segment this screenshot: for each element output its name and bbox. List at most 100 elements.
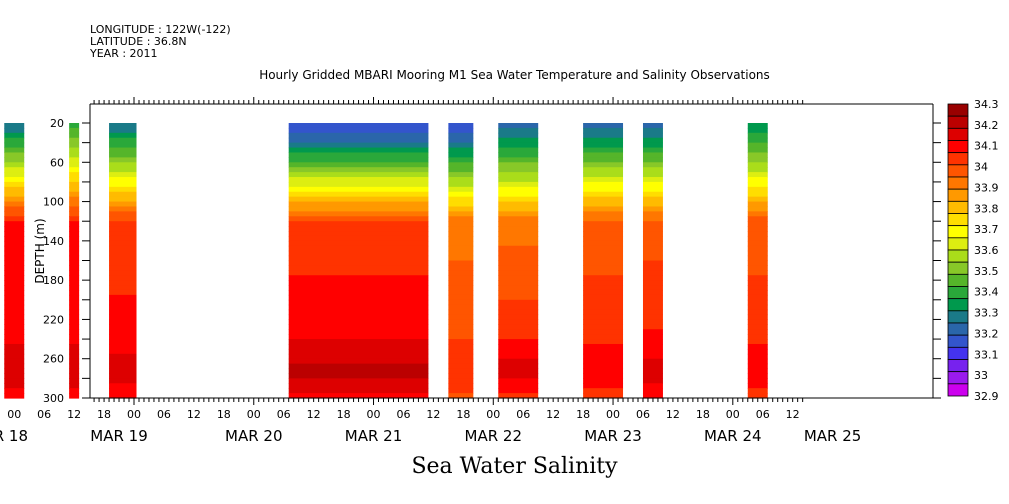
salinity-cell: [583, 226, 624, 232]
colorbar-label: 33.8: [974, 202, 999, 215]
salinity-cell: [642, 260, 663, 267]
colorbar-swatch: [947, 152, 969, 166]
salinity-cell: [4, 270, 25, 276]
salinity-cell: [4, 260, 25, 267]
salinity-cell: [4, 147, 25, 154]
salinity-cell: [498, 309, 539, 316]
salinity-cell: [288, 368, 429, 375]
salinity-cell: [109, 294, 137, 301]
salinity-cell: [448, 172, 474, 178]
salinity-cell: [583, 373, 624, 379]
salinity-cell: [69, 265, 80, 271]
salinity-cell: [288, 221, 429, 227]
y-tick-label: 140: [43, 235, 64, 248]
salinity-cell: [69, 280, 80, 286]
salinity-cell: [642, 324, 663, 330]
salinity-cell: [69, 275, 80, 281]
salinity-cell: [642, 358, 663, 365]
salinity-cell: [288, 206, 429, 212]
colorbar-swatch: [947, 140, 969, 154]
salinity-cell: [109, 388, 137, 394]
salinity-cell: [448, 186, 474, 193]
colorbar-label: 34.2: [974, 119, 999, 132]
salinity-cell: [498, 240, 539, 247]
salinity-cell: [583, 132, 624, 139]
salinity-cell: [642, 177, 663, 183]
salinity-cell: [747, 152, 768, 158]
salinity-cell: [4, 235, 25, 242]
salinity-cell: [448, 201, 474, 208]
salinity-cell: [288, 167, 429, 173]
salinity-cell: [69, 314, 80, 321]
x-tick-label: 12: [187, 408, 201, 421]
salinity-cell: [288, 177, 429, 183]
salinity-cell: [109, 245, 137, 252]
salinity-cell: [642, 127, 663, 134]
salinity-cell: [69, 334, 80, 340]
salinity-cell: [4, 294, 25, 301]
salinity-cell: [4, 353, 25, 360]
salinity-cell: [498, 216, 539, 222]
salinity-cell: [69, 137, 80, 144]
x-tick-label: 00: [7, 408, 21, 421]
salinity-cell: [448, 368, 474, 375]
salinity-cell: [448, 383, 474, 389]
salinity-cell: [583, 299, 624, 306]
salinity-cell: [498, 231, 539, 237]
salinity-cell: [747, 250, 768, 257]
salinity-cell: [288, 275, 429, 281]
salinity-cell: [69, 260, 80, 267]
salinity-cell: [747, 201, 768, 208]
year-label: YEAR : 2011: [90, 47, 158, 60]
salinity-cell: [109, 240, 137, 247]
y-tick-label: 220: [43, 313, 64, 326]
salinity-cell: [69, 186, 80, 193]
salinity-cell: [583, 260, 624, 267]
colorbar-swatch: [947, 249, 969, 263]
salinity-cell: [4, 334, 25, 340]
x-tick-label: 12: [786, 408, 800, 421]
colorbar-swatch: [947, 334, 969, 348]
salinity-cell: [69, 142, 80, 149]
salinity-cell: [288, 339, 429, 345]
salinity-cell: [583, 137, 624, 144]
salinity-cell: [4, 373, 25, 379]
salinity-cell: [747, 368, 768, 375]
salinity-cell: [69, 388, 80, 394]
salinity-cell: [4, 388, 25, 394]
colorbar-label: 33.6: [974, 244, 999, 257]
salinity-cell: [109, 368, 137, 375]
salinity-cell: [448, 231, 474, 237]
data-block: [583, 123, 624, 399]
salinity-cell: [448, 265, 474, 271]
salinity-cell: [448, 127, 474, 134]
salinity-cell: [4, 348, 25, 355]
salinity-cell: [498, 285, 539, 291]
salinity-cell: [642, 226, 663, 232]
colorbar: 34.3 34.2 34.1 34 33.9 33.8 33.7 33.6 33.5 33.4 33…: [947, 98, 999, 403]
salinity-cell: [583, 285, 624, 291]
salinity-cell: [583, 186, 624, 193]
salinity-cell: [288, 265, 429, 271]
salinity-cell: [4, 152, 25, 158]
salinity-cell: [4, 206, 25, 212]
salinity-cell: [448, 147, 474, 154]
y-axis-title: DEPTH (m): [33, 218, 47, 283]
colorbar-swatch: [947, 286, 969, 300]
salinity-cell: [448, 240, 474, 247]
salinity-cell: [288, 137, 429, 144]
salinity-cell: [448, 378, 474, 384]
salinity-cell: [642, 388, 663, 394]
salinity-cell: [4, 162, 25, 168]
salinity-cell: [4, 319, 25, 325]
salinity-cell: [288, 378, 429, 384]
salinity-cell: [109, 177, 137, 183]
salinity-cell: [747, 265, 768, 271]
salinity-cell: [448, 314, 474, 321]
axes-layer: 18 00 06 12 18 00 06 12 18 00 06 12 18 00 06 12 18 00 06 12…: [0, 97, 941, 445]
salinity-cell: [642, 147, 663, 154]
colorbar-swatch: [947, 346, 969, 360]
salinity-cell: [109, 132, 137, 139]
salinity-cell: [642, 123, 663, 129]
salinity-cell: [747, 289, 768, 296]
